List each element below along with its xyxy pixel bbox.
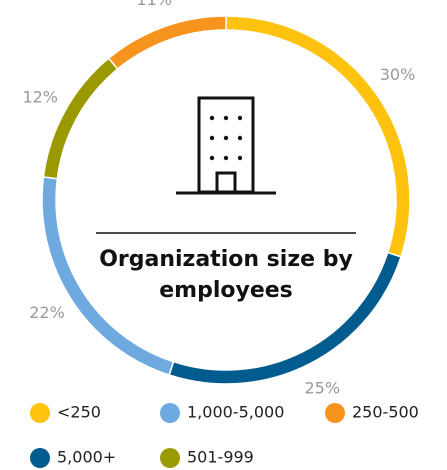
donut-segment: [42, 57, 119, 180]
donut-segment: [107, 15, 227, 71]
legend-label: 1,000-5,000: [187, 403, 284, 422]
percent-label: 12%: [22, 87, 58, 106]
percent-label: 11%: [136, 0, 172, 9]
legend-swatch: [160, 403, 180, 423]
chart-title: Organization size by employees: [99, 247, 353, 303]
legend-label: 250-500: [352, 403, 419, 422]
percent-label: 25%: [304, 378, 340, 397]
percent-label: 22%: [29, 303, 65, 322]
building-icon: [176, 96, 276, 195]
percent-label: 30%: [380, 65, 416, 84]
legend-swatch: [325, 403, 345, 423]
legend-label: <250: [57, 403, 101, 422]
legend-swatch: [30, 448, 50, 468]
legend-swatch: [160, 448, 180, 468]
legend-label: 501-999: [187, 448, 254, 467]
legend-label: 5,000+: [57, 448, 116, 467]
legend-swatch: [30, 403, 50, 423]
